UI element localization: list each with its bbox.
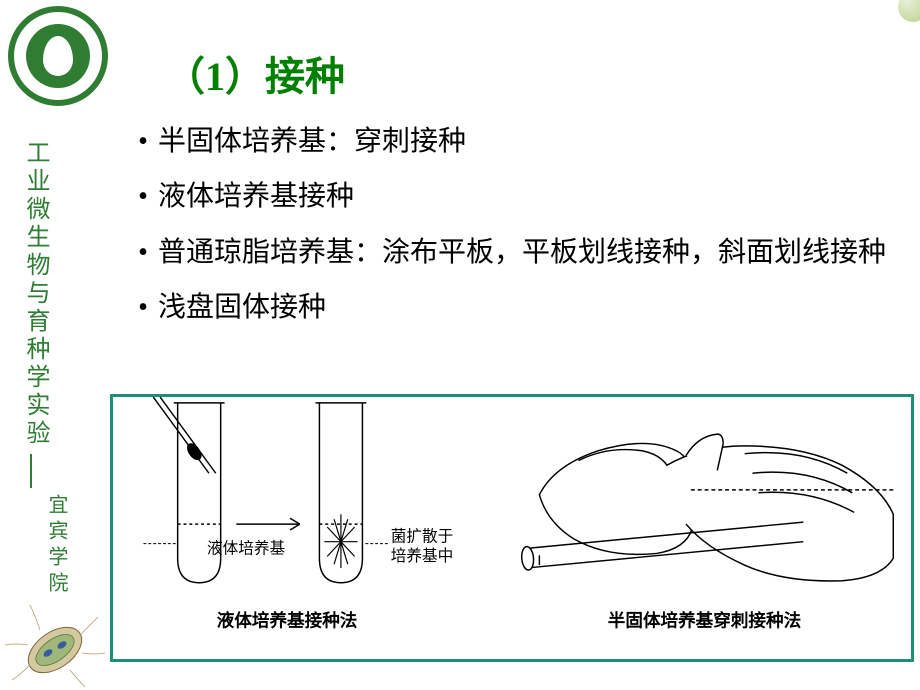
caption-right: 半固体培养基穿刺接种法: [608, 611, 801, 631]
hands-illustration: [521, 434, 896, 581]
slide-heading: （1）接种: [165, 44, 345, 102]
sidebar-vertical-title: 工业微生物与育种学实验 宜宾学院: [18, 140, 48, 598]
label-bacteria-spread: 菌扩散于 培养基中: [391, 528, 457, 566]
list-item: •半固体培养基：穿刺接种: [128, 120, 888, 163]
sidebar-main-text: 工业微生物与育种学实验: [18, 140, 53, 448]
bullet-text: 液体培养基接种: [158, 175, 888, 218]
list-item: •浅盘固体接种: [128, 286, 888, 329]
list-item: •液体培养基接种: [128, 175, 888, 218]
bullet-text: 浅盘固体接种: [158, 286, 888, 329]
bullet-text: 半固体培养基：穿刺接种: [158, 120, 888, 163]
bullet-icon: •: [128, 286, 158, 329]
caption-left: 液体培养基接种法: [217, 611, 358, 631]
bullet-icon: •: [128, 231, 158, 274]
inoculation-diagram: 液体培养基 菌扩散于 培养基中 液体培养基接种法 半固体培养基穿刺接种法: [110, 394, 914, 662]
sidebar-sub-text: 宜宾学院: [42, 494, 71, 598]
tube-right: [316, 403, 367, 583]
university-logo: [8, 6, 108, 106]
arrow-left: [236, 518, 300, 530]
list-item: •普通琼脂培养基：涂布平板，平板划线接种，斜面划线接种: [128, 231, 888, 274]
bullet-list: •半固体培养基：穿刺接种 •液体培养基接种 •普通琼脂培养基：涂布平板，平板划线…: [128, 120, 888, 342]
decoration-bubble: [898, 0, 920, 22]
sidebar-divider: [30, 454, 48, 488]
bullet-text: 普通琼脂培养基：涂布平板，平板划线接种，斜面划线接种: [158, 231, 888, 274]
microbe-illustration: [0, 595, 110, 690]
bullet-icon: •: [128, 120, 158, 163]
bullet-icon: •: [128, 175, 158, 218]
label-liquid-medium: 液体培养基: [207, 539, 285, 557]
